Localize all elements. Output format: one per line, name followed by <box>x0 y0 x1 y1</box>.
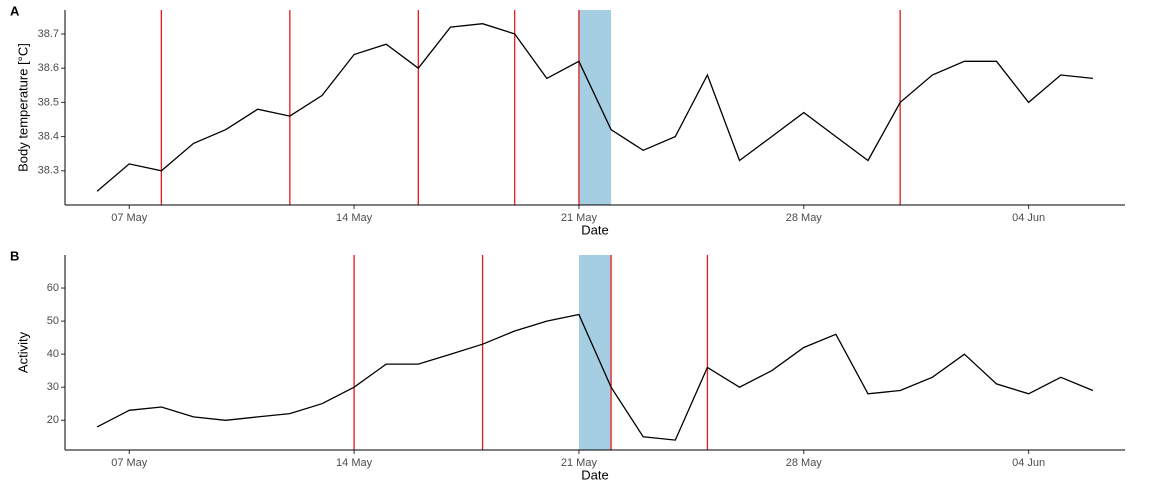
x-tick-label: 04 Jun <box>1012 212 1045 224</box>
x-tick-label: 14 May <box>336 212 373 224</box>
y-tick-label: 30 <box>47 381 59 393</box>
panel-tag: A <box>10 3 20 18</box>
y-axis-label: Activity <box>15 331 30 373</box>
x-tick-label: 28 May <box>786 457 823 469</box>
y-tick-label: 40 <box>47 348 59 360</box>
shaded-interval <box>578 255 612 450</box>
x-tick-label: 21 May <box>561 212 598 224</box>
x-tick-label: 04 Jun <box>1012 457 1045 469</box>
y-axis-label: Body temperature [°C] <box>15 43 30 172</box>
x-tick-label: 21 May <box>561 457 598 469</box>
data-line <box>96 313 1094 441</box>
panel-tag: B <box>10 248 19 263</box>
x-tick-label: 07 May <box>111 212 148 224</box>
y-tick-label: 60 <box>47 282 59 294</box>
shaded-interval <box>578 10 612 205</box>
y-tick-label: 38.3 <box>38 165 59 177</box>
y-tick-label: 50 <box>47 315 59 327</box>
x-axis-label: Date <box>581 467 608 482</box>
y-tick-label: 38.6 <box>38 62 59 74</box>
data-line <box>96 23 1093 192</box>
y-tick-label: 38.5 <box>38 96 59 108</box>
y-tick-label: 38.4 <box>38 130 59 142</box>
x-axis-label: Date <box>581 222 608 237</box>
y-tick-label: 38.7 <box>38 28 59 40</box>
x-tick-label: 07 May <box>111 457 148 469</box>
x-tick-label: 14 May <box>336 457 373 469</box>
x-tick-label: 28 May <box>786 212 823 224</box>
y-tick-label: 20 <box>47 414 59 426</box>
